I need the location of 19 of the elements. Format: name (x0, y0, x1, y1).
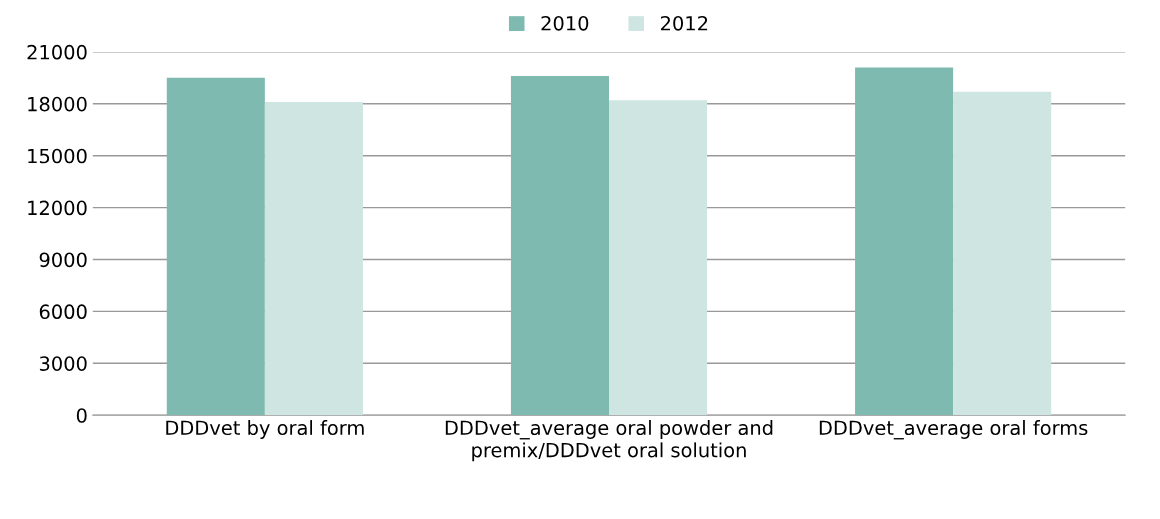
bar (166, 77, 265, 416)
y-tick-label: 6000 (39, 304, 87, 320)
legend-label: 2012 (660, 15, 708, 31)
x-tick-label: DDDvet_average oral forms (819, 420, 1088, 440)
y-tick-label: 12000 (28, 200, 87, 216)
y-tick-label: 0 (76, 408, 87, 423)
x-tick-label: DDDvet_average oral powder and premix/DDDvet oral solution (445, 420, 773, 462)
y-tick-label: 18000 (28, 96, 87, 112)
bar (953, 91, 1052, 416)
bar (264, 102, 363, 416)
bar (855, 67, 954, 416)
bar (510, 76, 609, 416)
legend-label: 2010 (541, 15, 589, 31)
y-tick-label: 9000 (39, 252, 87, 268)
y-tick-label: 3000 (39, 356, 87, 371)
bar (609, 100, 708, 416)
x-tick-label: DDDvet by oral form (166, 420, 364, 439)
y-tick-label: 21000 (27, 44, 87, 60)
y-tick-label: 15000 (28, 148, 87, 164)
